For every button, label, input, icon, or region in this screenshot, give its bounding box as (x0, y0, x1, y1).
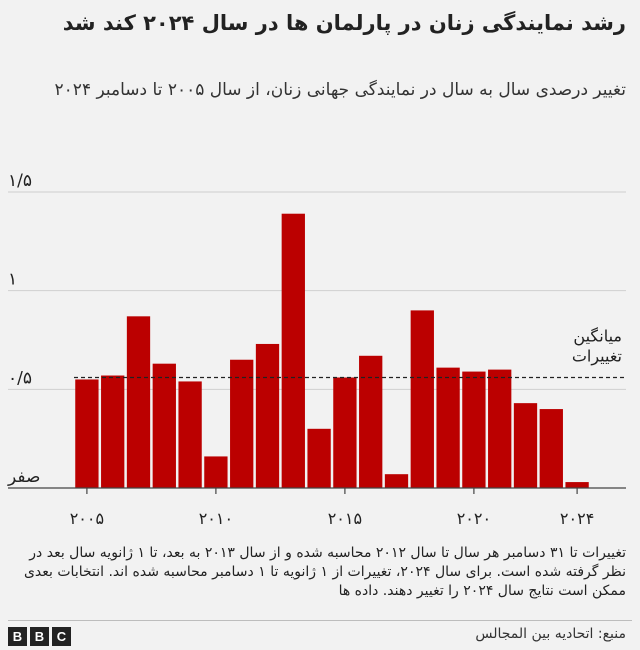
bar (462, 371, 486, 488)
bar (204, 456, 228, 488)
bar (410, 310, 434, 488)
average-label: تغییرات (572, 346, 622, 366)
logo-letter: C (52, 627, 71, 646)
y-tick-label: ۱/۵ (8, 171, 32, 191)
logo-letter: B (30, 627, 49, 646)
y-tick-label: ۱ (8, 270, 17, 290)
bar (307, 428, 331, 488)
x-tick-label: ۲۰۱۰ (199, 509, 233, 528)
bar (178, 381, 202, 488)
footer-divider (8, 620, 632, 621)
bar (436, 367, 460, 488)
bar (281, 213, 305, 488)
average-label: میانگین (573, 326, 622, 346)
y-tick-label: ۰/۵ (8, 368, 32, 388)
x-tick-label: ۲۰۲۴ (560, 509, 594, 528)
source-note: منبع: اتحادیه بین المجالس (475, 626, 626, 642)
bar (539, 409, 563, 488)
bars (75, 213, 589, 488)
bar (359, 355, 383, 488)
axes: صفر ۰/۵ ۱ ۱/۵ ۲۰۰۵ ۲۰۱۰ ۲۰۱۵ ۲۰۲۰ ۲۰۲۴ (7, 171, 626, 528)
bar (384, 474, 409, 488)
x-tick-label: ۲۰۲۰ (457, 509, 491, 528)
x-tick-label: ۲۰۱۵ (328, 509, 362, 528)
bar (333, 377, 357, 488)
bar (255, 343, 280, 488)
bar (230, 359, 254, 488)
grid-lines (8, 191, 626, 390)
y-tick-label: صفر (7, 467, 40, 487)
bar (101, 375, 125, 488)
logo-letter: B (8, 627, 27, 646)
chart-subtitle: تغییر درصدی سال به سال در نمایندگی جهانی… (54, 80, 626, 100)
bar (126, 316, 151, 488)
bar (488, 369, 512, 488)
chart-title: رشد نمایندگی زنان در پارلمان ها در سال ۲… (62, 11, 626, 35)
bbc-logo: B B C (8, 627, 71, 646)
x-tick-label: ۲۰۰۵ (70, 509, 104, 528)
chart-footnote: تغییرات تا ۳۱ دسامبر هر سال تا سال ۲۰۱۲ … (23, 545, 626, 599)
bar (152, 363, 176, 488)
bar (513, 403, 538, 488)
bar (75, 379, 99, 488)
bar (565, 482, 589, 488)
